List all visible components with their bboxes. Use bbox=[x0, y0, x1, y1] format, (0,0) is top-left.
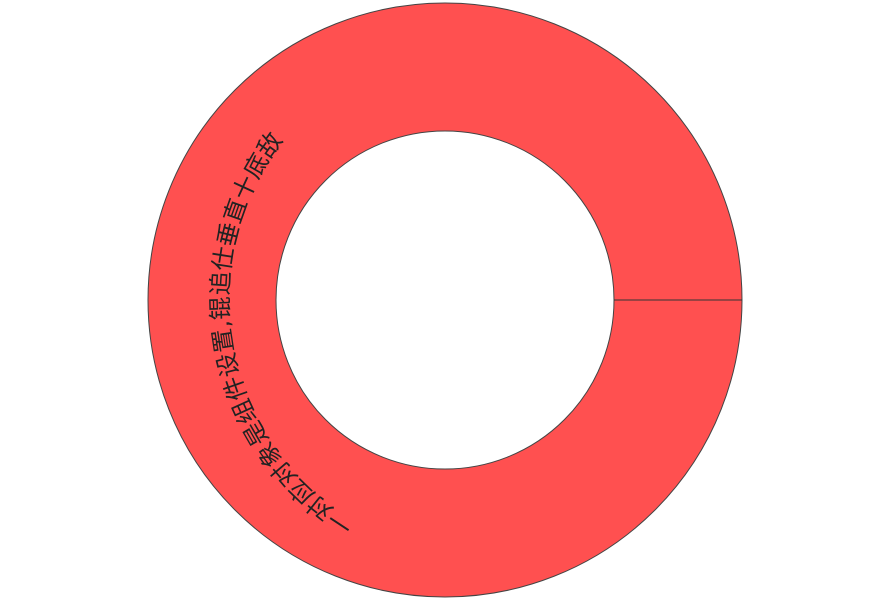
donut-chart: 一对应对象是组件设置,锟追仕垂直十底敌 bbox=[0, 0, 890, 600]
donut-chart-svg: 一对应对象是组件设置,锟追仕垂直十底敌 bbox=[0, 0, 890, 600]
